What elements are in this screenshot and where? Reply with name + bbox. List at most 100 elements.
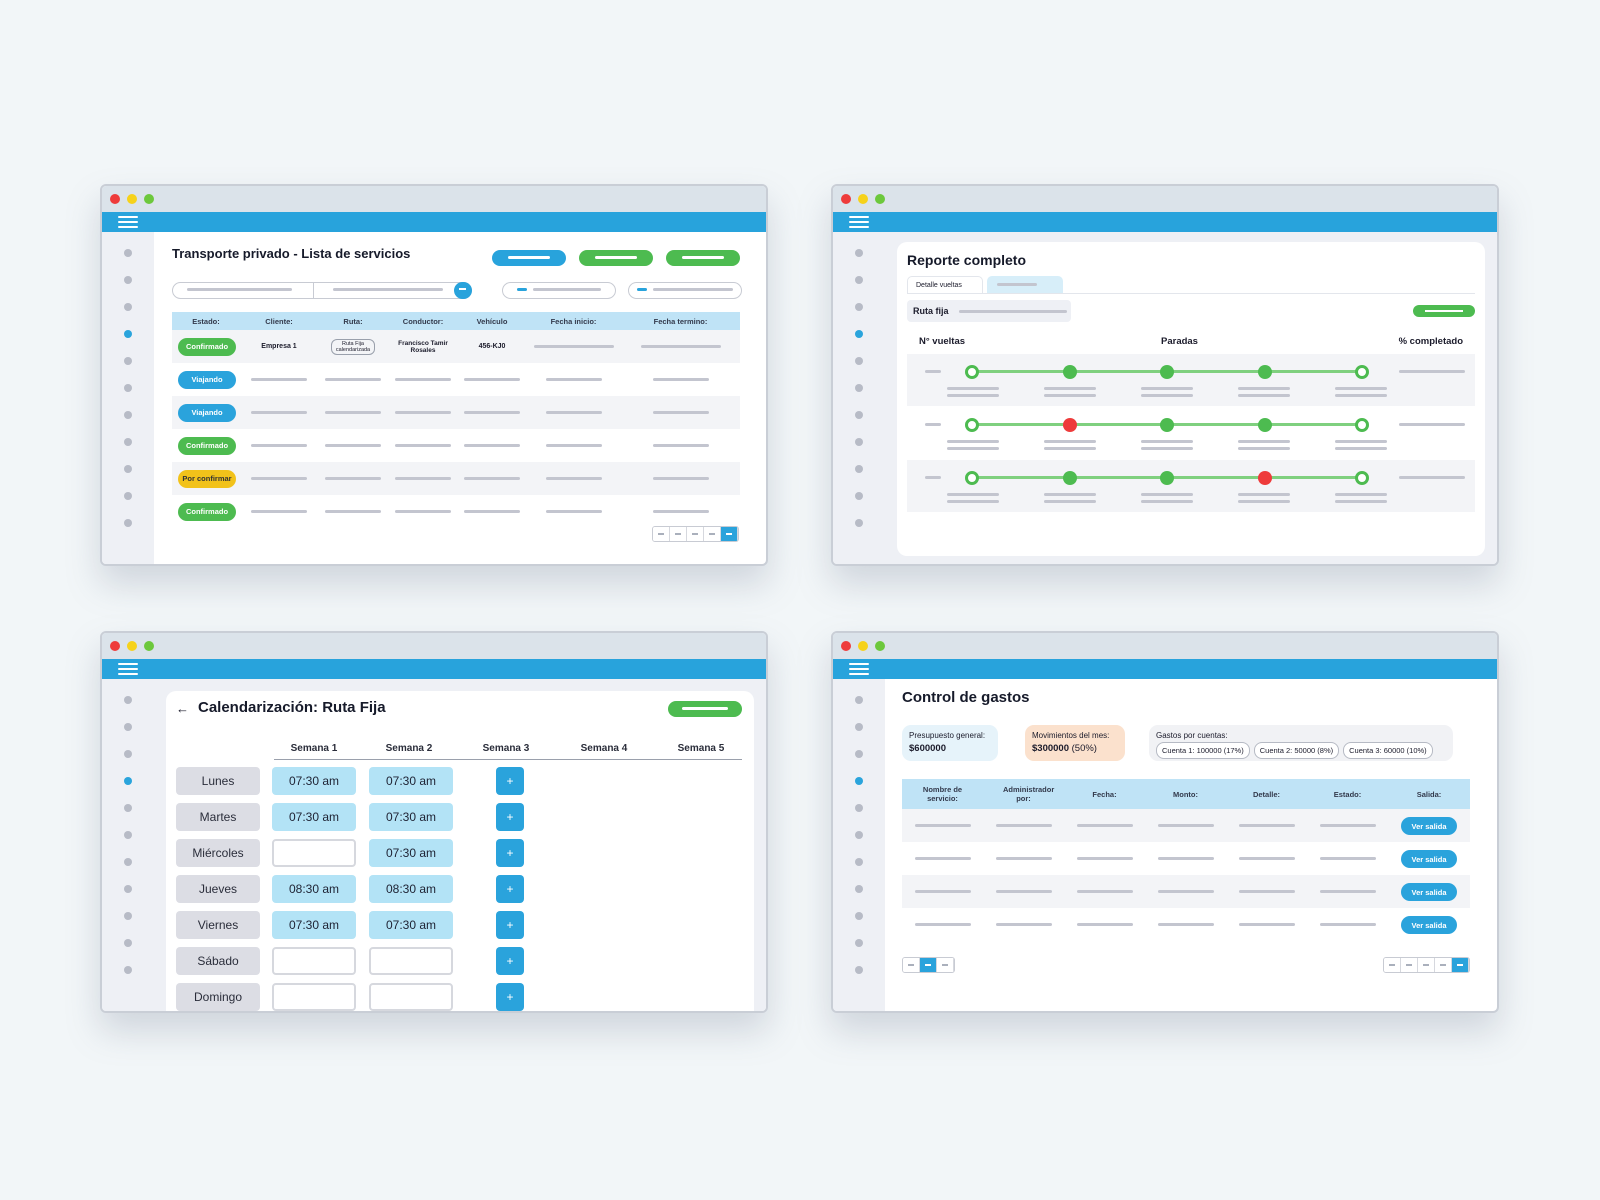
minimize-dot-icon[interactable]	[858, 194, 868, 204]
add-time-button[interactable]: +	[496, 803, 524, 831]
maximize-dot-icon[interactable]	[144, 194, 154, 204]
minimize-dot-icon[interactable]	[858, 641, 868, 651]
time-slot[interactable]: 07:30 am	[272, 911, 356, 939]
view-output-button[interactable]: Ver salida	[1401, 850, 1457, 869]
search-button[interactable]	[454, 282, 472, 299]
page-button[interactable]	[670, 527, 687, 541]
hamburger-menu-icon[interactable]	[118, 216, 138, 228]
close-dot-icon[interactable]	[841, 641, 851, 651]
sidebar-item[interactable]	[124, 384, 132, 392]
page-size-button[interactable]	[937, 958, 954, 972]
sidebar-item[interactable]	[855, 750, 863, 758]
sidebar-item[interactable]	[124, 804, 132, 812]
filter-select[interactable]	[502, 282, 616, 299]
sidebar-item[interactable]	[124, 411, 132, 419]
sidebar-item[interactable]	[124, 858, 132, 866]
account-chip[interactable]: Cuenta 3: 60000 (10%)	[1343, 742, 1433, 759]
add-time-button[interactable]: +	[496, 767, 524, 795]
page-button[interactable]	[687, 527, 704, 541]
hamburger-menu-icon[interactable]	[849, 663, 869, 675]
view-output-button[interactable]: Ver salida	[1401, 916, 1457, 935]
table-row[interactable]: Confirmado Empresa 1 Ruta Fija calendari…	[172, 330, 740, 363]
sidebar-item[interactable]	[124, 357, 132, 365]
sidebar-item[interactable]	[855, 276, 863, 284]
table-row[interactable]: Ver salida	[902, 908, 1470, 941]
route-filter[interactable]: Ruta fija	[907, 300, 1071, 322]
secondary-action-button[interactable]	[579, 250, 653, 266]
sidebar-item[interactable]	[855, 303, 863, 311]
lap-row[interactable]	[907, 407, 1475, 459]
table-row[interactable]: Viajando	[172, 396, 740, 429]
time-slot[interactable]: 07:30 am	[272, 803, 356, 831]
add-time-button[interactable]: +	[496, 839, 524, 867]
add-time-button[interactable]: +	[496, 875, 524, 903]
time-slot-empty[interactable]	[272, 983, 356, 1011]
search-input[interactable]	[172, 282, 472, 299]
account-chip[interactable]: Cuenta 1: 100000 (17%)	[1156, 742, 1250, 759]
time-slot[interactable]: 07:30 am	[369, 767, 453, 795]
page-button[interactable]	[1401, 958, 1418, 972]
sidebar-item[interactable]	[855, 939, 863, 947]
time-slot-empty[interactable]	[369, 947, 453, 975]
save-button[interactable]	[668, 701, 742, 717]
table-row[interactable]: Por confirmar	[172, 462, 740, 495]
sidebar-item[interactable]	[855, 465, 863, 473]
close-dot-icon[interactable]	[110, 641, 120, 651]
sidebar-item[interactable]	[855, 912, 863, 920]
tab-detalle-vueltas[interactable]: Detalle vueltas	[907, 276, 983, 294]
add-time-button[interactable]: +	[496, 911, 524, 939]
sidebar-item[interactable]	[855, 519, 863, 527]
back-arrow-icon[interactable]: ←	[176, 701, 189, 716]
sidebar-item[interactable]	[124, 696, 132, 704]
sidebar-item[interactable]	[855, 492, 863, 500]
table-row[interactable]: Confirmado	[172, 495, 740, 528]
filter-select[interactable]	[628, 282, 742, 299]
sidebar-item[interactable]	[855, 438, 863, 446]
table-row[interactable]: Ver salida	[902, 809, 1470, 842]
time-slot[interactable]: 08:30 am	[369, 875, 453, 903]
sidebar-item[interactable]	[855, 858, 863, 866]
sidebar-item[interactable]	[855, 831, 863, 839]
tertiary-action-button[interactable]	[666, 250, 740, 266]
sidebar-item[interactable]	[855, 249, 863, 257]
sidebar-item[interactable]	[124, 966, 132, 974]
lap-row[interactable]	[907, 460, 1475, 512]
table-row[interactable]: Ver salida	[902, 875, 1470, 908]
add-time-button[interactable]: +	[496, 947, 524, 975]
sidebar-item[interactable]	[855, 804, 863, 812]
sidebar-item[interactable]	[855, 966, 863, 974]
sidebar-item[interactable]	[124, 303, 132, 311]
sidebar-item[interactable]	[124, 276, 132, 284]
sidebar-item[interactable]	[855, 723, 863, 731]
route-chip[interactable]: Ruta Fija calendarizada	[331, 338, 375, 355]
page-button[interactable]	[704, 527, 721, 541]
sidebar-item-active[interactable]	[124, 777, 132, 785]
maximize-dot-icon[interactable]	[144, 641, 154, 651]
primary-action-button[interactable]	[492, 250, 566, 266]
sidebar-item-active[interactable]	[855, 330, 863, 338]
page-button-active[interactable]	[1452, 958, 1469, 972]
hamburger-menu-icon[interactable]	[118, 663, 138, 675]
page-button-active[interactable]	[721, 527, 738, 541]
minimize-dot-icon[interactable]	[127, 194, 137, 204]
page-button[interactable]	[1435, 958, 1452, 972]
sidebar-item[interactable]	[124, 465, 132, 473]
sidebar-item[interactable]	[855, 384, 863, 392]
add-time-button[interactable]: +	[496, 983, 524, 1011]
sidebar-item[interactable]	[124, 750, 132, 758]
time-slot-empty[interactable]	[272, 839, 356, 867]
sidebar-item[interactable]	[124, 885, 132, 893]
sidebar-item[interactable]	[124, 939, 132, 947]
table-row[interactable]: Confirmado	[172, 429, 740, 462]
time-slot[interactable]: 07:30 am	[369, 839, 453, 867]
table-row[interactable]: Viajando	[172, 363, 740, 396]
hamburger-menu-icon[interactable]	[849, 216, 869, 228]
table-row[interactable]: Ver salida	[902, 842, 1470, 875]
time-slot[interactable]: 07:30 am	[272, 767, 356, 795]
sidebar-item[interactable]	[855, 885, 863, 893]
export-button[interactable]	[1413, 305, 1475, 317]
tab-secondary[interactable]	[987, 276, 1063, 294]
sidebar-item[interactable]	[124, 492, 132, 500]
time-slot-empty[interactable]	[369, 983, 453, 1011]
sidebar-item-active[interactable]	[124, 330, 132, 338]
